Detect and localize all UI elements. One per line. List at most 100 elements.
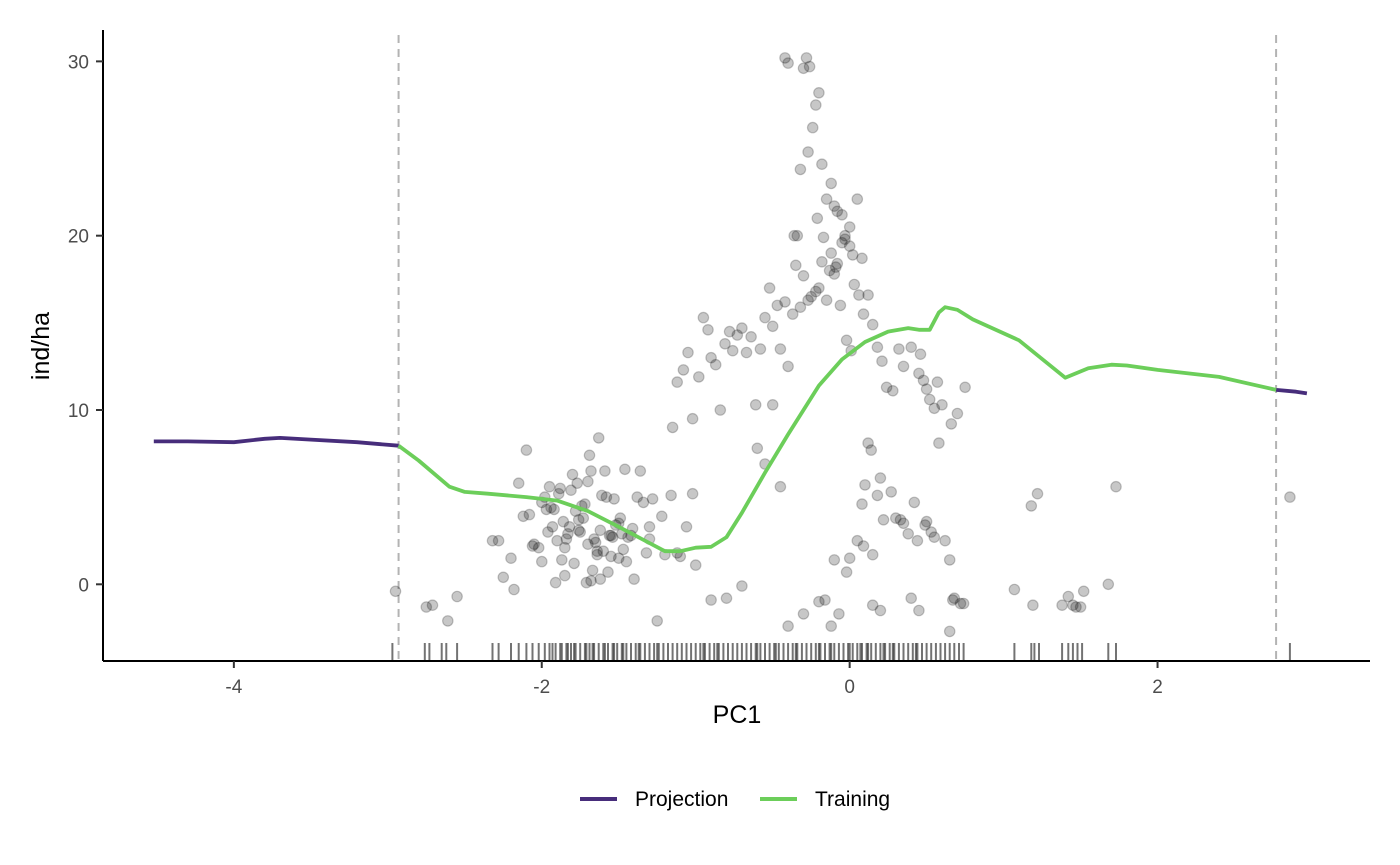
data-point [857, 540, 870, 552]
projection-line-segment-1 [153, 436, 399, 448]
data-point [774, 343, 787, 355]
data-point [751, 442, 764, 455]
data-point [782, 57, 794, 69]
data-point [595, 489, 608, 502]
data-point [917, 374, 930, 387]
data-point [592, 432, 605, 444]
data-point [1077, 585, 1090, 598]
data-point [505, 552, 517, 564]
data-point [562, 527, 574, 540]
data-point [951, 407, 964, 420]
data-point [1074, 601, 1087, 613]
data-point [555, 554, 568, 566]
data-point [851, 193, 864, 205]
data-point [791, 229, 804, 242]
data-point [640, 547, 653, 559]
y-tick-label: 20 [68, 227, 89, 248]
data-point [839, 229, 851, 242]
data-point [628, 573, 640, 585]
data-point [617, 543, 630, 556]
data-point [441, 615, 454, 627]
data-point [782, 620, 794, 632]
data-point [600, 491, 613, 503]
rug-ticks [391, 643, 1291, 661]
data-point [540, 503, 553, 516]
training-bounds [397, 35, 1278, 661]
data-point [919, 519, 931, 531]
data-point [749, 398, 762, 411]
data-point [1070, 601, 1082, 613]
data-point [905, 341, 917, 353]
data-point [856, 252, 868, 265]
data-point [948, 592, 961, 604]
data-point [714, 404, 727, 416]
data-point [920, 515, 933, 528]
data-point [689, 559, 702, 571]
data-point [543, 480, 556, 493]
data-point [719, 337, 731, 350]
projection-line-segment-2 [1275, 388, 1308, 396]
data-point [523, 508, 536, 521]
data-point [851, 534, 864, 547]
data-point [871, 489, 884, 502]
data-point [957, 597, 970, 610]
data-point [486, 534, 499, 547]
data-point [566, 468, 579, 481]
data-point [705, 594, 717, 606]
axes [102, 30, 1370, 662]
data-point [797, 269, 810, 282]
legend-label-training: Training [815, 788, 890, 811]
data-point [1056, 599, 1068, 611]
data-point [1284, 491, 1296, 503]
data-point [612, 552, 625, 564]
data-point [671, 376, 683, 388]
data-point [857, 308, 870, 320]
data-point [520, 444, 533, 456]
data-point [389, 585, 402, 598]
data-point [608, 493, 620, 505]
data-point [813, 87, 825, 99]
data-point [877, 513, 890, 526]
data-point [551, 534, 563, 547]
data-point [643, 520, 656, 533]
data-point [677, 364, 690, 376]
data-point [905, 592, 917, 604]
data-point [591, 548, 603, 561]
data-point [820, 294, 833, 306]
data-point [866, 548, 879, 561]
data-point [580, 576, 593, 589]
data-point [874, 604, 887, 617]
data-point [754, 343, 767, 355]
data-point [829, 261, 842, 273]
data-point [902, 527, 914, 540]
data-point [908, 496, 921, 509]
data-point [603, 529, 616, 542]
data-point [546, 520, 559, 533]
data-point [705, 351, 717, 364]
data-point [786, 308, 799, 320]
data-point [766, 320, 779, 333]
data-point [797, 62, 810, 75]
data-point [599, 465, 611, 477]
data-point [545, 501, 557, 514]
data-point [825, 247, 837, 259]
data-point [797, 608, 810, 620]
data-point [889, 512, 902, 524]
data-point [825, 620, 837, 632]
data-point [542, 526, 554, 538]
data-point [631, 491, 643, 503]
data-point [943, 554, 956, 566]
data-point [563, 520, 576, 533]
data-point [702, 323, 714, 336]
data-point [828, 554, 841, 566]
data-point [572, 513, 585, 526]
data-point [885, 486, 897, 498]
data-point [893, 343, 905, 355]
data-point [831, 257, 844, 270]
data-point [620, 555, 633, 568]
data-point [897, 360, 910, 373]
data-point [800, 52, 813, 64]
data-point [809, 99, 822, 111]
